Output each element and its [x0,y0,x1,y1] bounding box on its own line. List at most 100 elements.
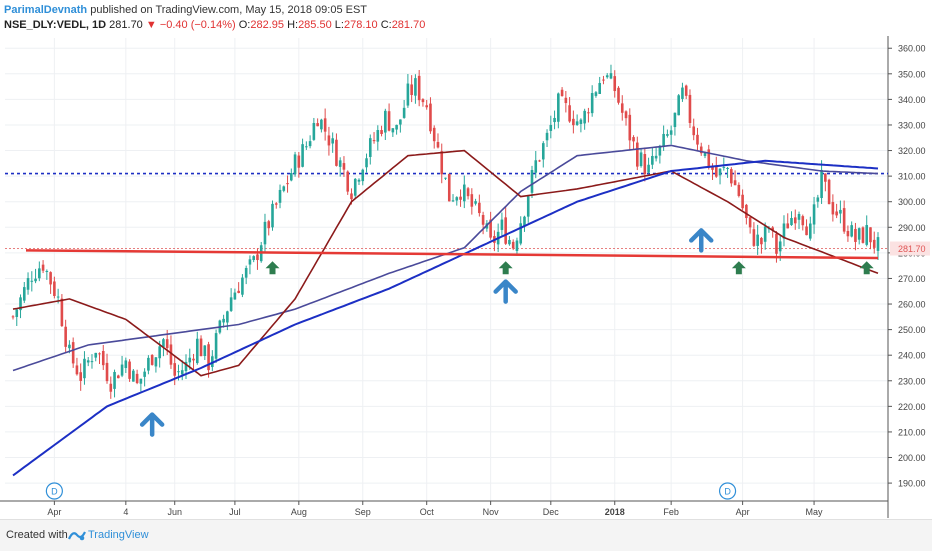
candle-body [624,111,628,119]
candle-body [560,89,564,97]
candle-body [839,209,842,214]
candle-body [49,272,52,285]
candle-body [312,122,316,140]
candle [282,185,286,193]
candle-body [718,168,722,176]
candle [557,92,560,129]
candle-body [564,97,568,104]
close-value: 281.70 [391,19,426,31]
candle [229,288,233,313]
candle-body [647,164,650,173]
candle-body [45,270,49,272]
candle-body [98,353,101,355]
candle-body [639,152,643,167]
y-tick-label: 350.00 [898,69,926,79]
candle-body [237,290,240,294]
candle-body [605,75,609,78]
candle [447,173,451,202]
candle [290,168,293,182]
candle-body [530,170,534,193]
candle [124,357,128,374]
candle-body [402,107,406,118]
candle [143,368,146,387]
candle [489,211,492,240]
candle [327,126,331,156]
candle-body [113,371,116,389]
candle [820,160,823,204]
candle [139,378,143,392]
publish-line: ParimalDevnath published on TradingView.… [4,4,367,16]
price-chart[interactable]: 190.00 200.00 210.00 220.00 230.00 240.00 250.… [0,36,932,518]
candle [696,127,699,151]
candle-body [124,360,128,369]
candle [192,353,195,371]
candle [226,310,229,331]
candle-body [173,363,177,376]
candle [120,355,124,378]
candle-body [60,298,64,327]
candle-body [737,184,741,196]
x-tick-label: Oct [420,507,435,517]
candle-body [673,112,677,128]
dividend-marker-circle [718,482,737,500]
candle [436,133,440,149]
candle-body [365,158,368,168]
candle-body [651,155,654,165]
candle-body [15,309,19,317]
candle [207,341,210,378]
candle [440,143,444,184]
candle [541,141,545,168]
candle [26,272,30,295]
candle-body [752,229,756,246]
candle [387,103,391,132]
chart-header: ParimalDevnath published on TradingView.… [0,0,932,36]
candle [763,222,767,250]
x-tick-label: May [806,507,824,517]
candle [19,294,22,319]
high-value: 285.50 [298,19,332,31]
candle [594,91,598,98]
candle [876,232,880,261]
candle-body [876,237,880,251]
candle [568,97,571,123]
candle [30,271,34,292]
candle [323,108,327,141]
candle-body [583,110,586,124]
candle [692,118,696,141]
candle-body [429,103,432,132]
candle [11,315,15,320]
candle [267,219,271,236]
candle-body [636,142,639,167]
candle [135,369,139,385]
candle [658,144,662,164]
candle-body [778,241,782,252]
candle [632,135,635,150]
candle-body [41,264,45,271]
candle [361,168,365,186]
author-link[interactable]: ParimalDevnath [4,4,88,16]
candle [500,212,504,237]
candle-body [722,166,726,168]
candle [455,196,459,206]
candle-body [414,78,417,96]
candle [60,294,64,327]
candle [726,166,729,178]
candle [113,369,116,398]
green-up-arrow-icon [859,261,874,275]
candle [180,360,184,381]
tradingview-link[interactable]: TradingView [88,529,149,541]
candle [553,110,556,130]
candle [384,108,387,140]
chart-area[interactable]: 190.00 200.00 210.00 220.00 230.00 240.00 250.… [0,36,932,518]
candle-body [745,204,748,219]
candle-body [455,197,459,201]
candle-body [395,124,398,130]
candle-body [282,186,286,191]
candle-body [297,155,301,168]
candle [49,271,52,294]
x-tick-label: 4 [123,507,128,517]
candle [459,189,462,207]
candle-body [421,99,425,103]
candles [11,64,880,399]
candle-body [101,351,105,366]
